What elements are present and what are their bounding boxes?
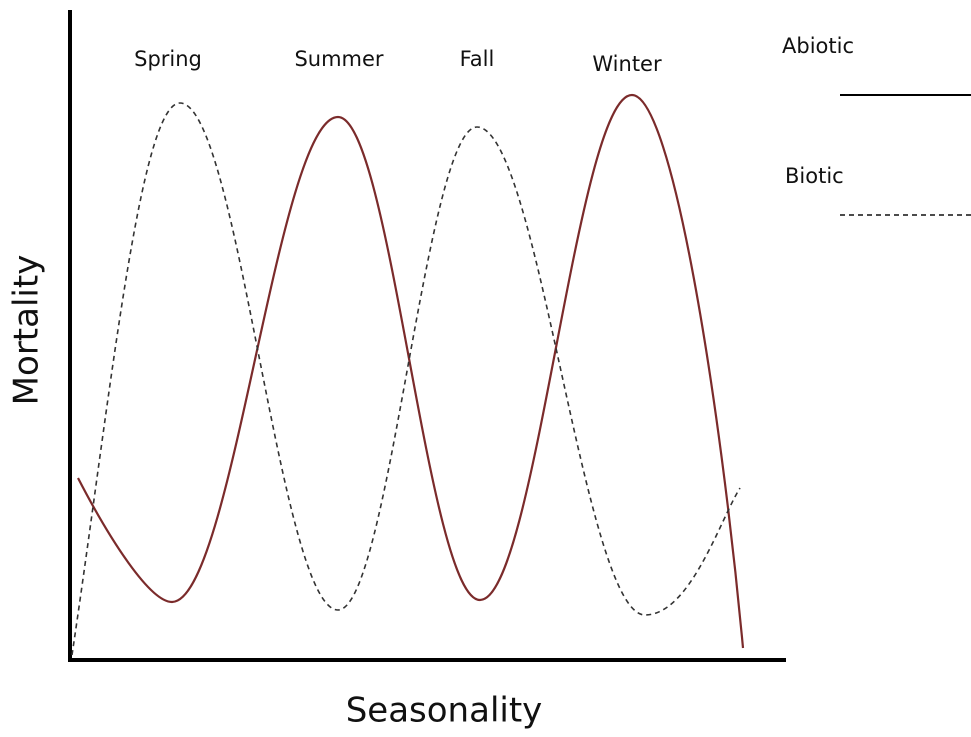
season-label: Winter: [592, 52, 662, 76]
legend-label: Abiotic: [782, 34, 854, 58]
x-axis-title: Seasonality: [346, 691, 543, 731]
season-label: Summer: [294, 47, 383, 71]
abiotic-curve: [77, 93, 745, 649]
y-axis-title: Mortality: [7, 255, 47, 406]
legend-label: Biotic: [785, 164, 844, 188]
season-label: Fall: [460, 47, 495, 71]
season-label: Spring: [134, 47, 202, 71]
biotic-curve: [71, 102, 741, 656]
